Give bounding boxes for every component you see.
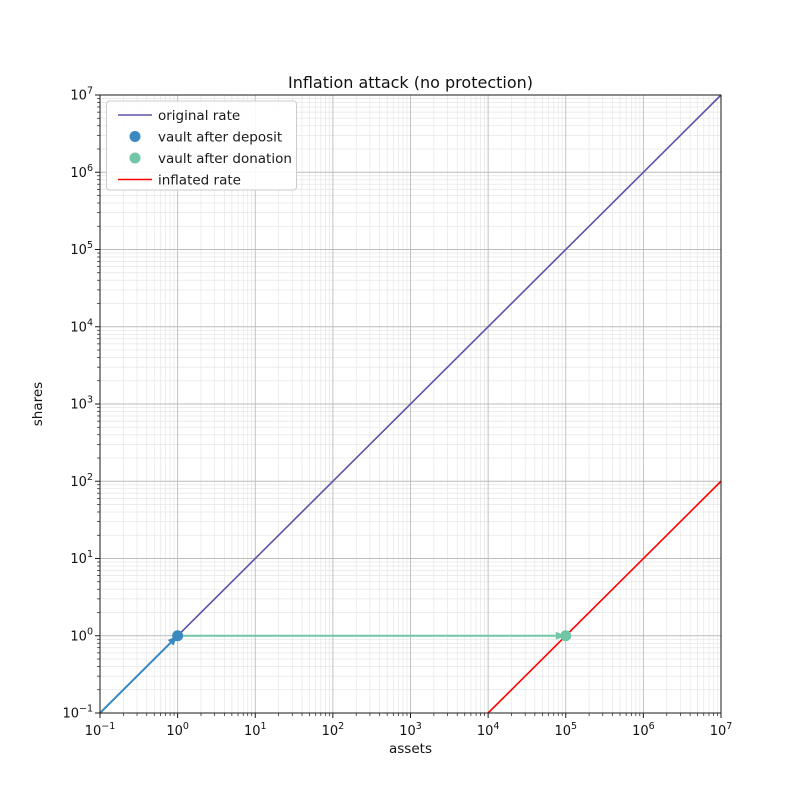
legend-box — [106, 100, 297, 191]
y-axis-label: shares — [30, 382, 46, 426]
legend-label-vault-after-donation: vault after donation — [158, 151, 292, 167]
legend: original rate vault after deposit vault … — [106, 100, 297, 191]
plot-area-border — [99, 94, 722, 714]
x-tick-label: 103 — [399, 721, 422, 739]
x-axis-label: assets — [389, 741, 432, 757]
y-tick-label: 101 — [70, 549, 93, 567]
legend-label-inflated-rate: inflated rate — [158, 173, 241, 189]
x-tick-label: 105 — [554, 721, 577, 739]
y-tick-label: 106 — [70, 163, 93, 181]
legend-entry-vault-after-donation: vault after donation — [129, 151, 292, 167]
x-tick-label: 101 — [244, 721, 267, 739]
legend-entry-vault-after-deposit: vault after deposit — [129, 130, 282, 146]
legend-entry-inflated-rate: inflated rate — [118, 173, 241, 189]
legend-label-original-rate: original rate — [158, 108, 240, 124]
y-tick-label: 10−1 — [62, 704, 93, 722]
y-tick-label: 104 — [70, 317, 93, 335]
data-series-layer — [99, 94, 722, 714]
x-tick-label: 102 — [322, 721, 345, 739]
axes-layer: 10−1 100 101 102 103 104 105 106 107 10−1 100 101 10… — [62, 86, 732, 740]
vault-after-donation-point — [560, 630, 572, 642]
x-tick-label: 104 — [477, 721, 500, 739]
inflated-rate-line — [487, 480, 722, 714]
y-tick-label: 105 — [70, 240, 93, 258]
x-tick-label: 107 — [710, 721, 733, 739]
x-tick-label: 100 — [166, 721, 189, 739]
legend-entry-original-rate: original rate — [118, 108, 240, 124]
vault-after-deposit-point — [172, 630, 184, 642]
x-tick-label: 10−1 — [85, 721, 116, 739]
legend-dot-swatch-vault-after-deposit — [129, 131, 141, 142]
chart-title: Inflation attack (no protection) — [288, 73, 533, 92]
y-tick-label: 100 — [70, 626, 93, 644]
legend-dot-swatch-vault-after-donation — [129, 152, 141, 164]
x-tick-label: 106 — [632, 721, 655, 739]
original-rate-line — [99, 94, 722, 714]
y-tick-label: 107 — [70, 86, 93, 104]
y-tick-label: 102 — [70, 472, 93, 490]
legend-label-vault-after-deposit: vault after deposit — [158, 130, 282, 146]
annotation-arrow-shaft-0 — [99, 642, 172, 714]
y-tick-label: 103 — [70, 395, 93, 413]
